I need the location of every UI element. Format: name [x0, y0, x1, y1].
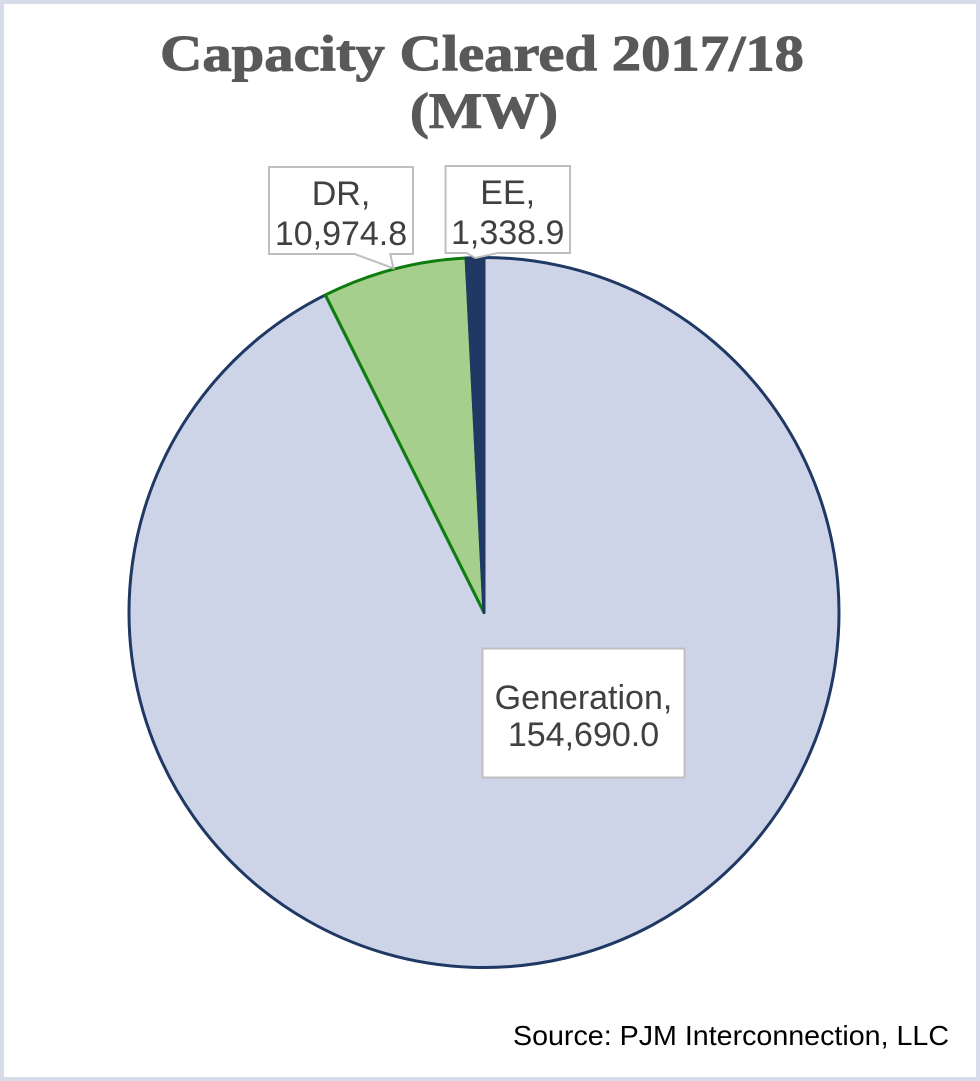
svg-text:EE,: EE,: [480, 174, 535, 212]
svg-text:154,690.0: 154,690.0: [508, 716, 659, 754]
svg-text:10,974.8: 10,974.8: [275, 215, 407, 253]
svg-text:(MW): (MW): [410, 84, 558, 140]
svg-text:DR,: DR,: [312, 175, 371, 213]
svg-text:Generation,: Generation,: [495, 679, 673, 717]
svg-text:Capacity Cleared 2017/18: Capacity Cleared 2017/18: [160, 27, 804, 83]
svg-text:1,338.9: 1,338.9: [451, 214, 564, 252]
svg-text:Source: PJM Interconnection, L: Source: PJM Interconnection, LLC: [513, 1020, 949, 1051]
